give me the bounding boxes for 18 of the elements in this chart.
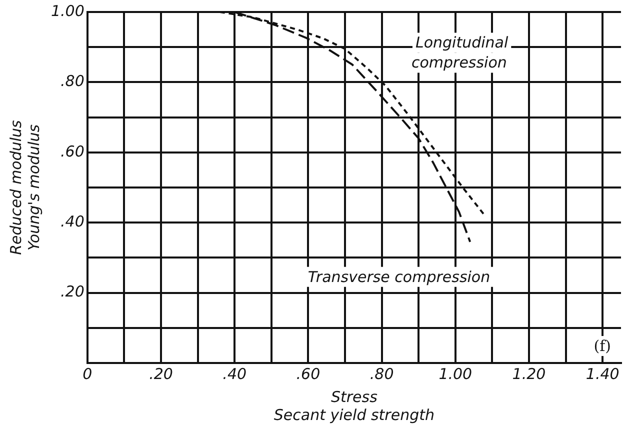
y-tick-label: .80 bbox=[60, 72, 84, 90]
x-tick-label: 1.00 bbox=[438, 364, 472, 383]
x-tick-label: 1.40 bbox=[586, 364, 620, 383]
x-tick-label: 0 bbox=[82, 364, 92, 383]
x-tick-label: 1.20 bbox=[512, 364, 546, 383]
x-axis-title: Stress Secant yield strength bbox=[274, 388, 434, 424]
y-tick-label: .40 bbox=[60, 212, 84, 230]
text: Transverse compression bbox=[308, 268, 490, 286]
y-axis-title: Reduced modulus Young's modulus bbox=[6, 120, 43, 255]
y-tick-label: .60 bbox=[60, 142, 84, 160]
y-tick-label: 1.00 bbox=[50, 2, 84, 20]
x-tick-label: .40 bbox=[222, 364, 247, 383]
series-label: Longitudinal compression bbox=[411, 34, 509, 72]
x-tick-label: .60 bbox=[296, 364, 320, 383]
x-tick-label: .20 bbox=[149, 364, 173, 383]
x-tick-label: .80 bbox=[370, 364, 394, 383]
y-tick-label: .20 bbox=[60, 282, 84, 301]
annotation: (f) bbox=[594, 337, 611, 355]
